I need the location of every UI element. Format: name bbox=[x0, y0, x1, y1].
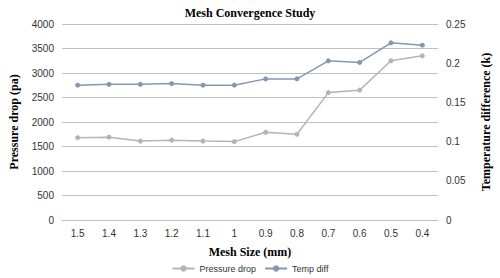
svg-text:1.4: 1.4 bbox=[102, 228, 116, 239]
svg-text:Mesh Size (mm): Mesh Size (mm) bbox=[209, 245, 292, 259]
svg-text:0.7: 0.7 bbox=[321, 228, 335, 239]
svg-text:0.4: 0.4 bbox=[415, 228, 429, 239]
svg-text:0.15: 0.15 bbox=[446, 97, 466, 108]
svg-text:4000: 4000 bbox=[32, 19, 55, 30]
svg-text:0.2: 0.2 bbox=[446, 58, 460, 69]
svg-text:0.5: 0.5 bbox=[384, 228, 398, 239]
svg-text:Temperature difference (k): Temperature difference (k) bbox=[479, 53, 493, 191]
svg-text:1.3: 1.3 bbox=[133, 228, 147, 239]
svg-text:2500: 2500 bbox=[32, 92, 55, 103]
svg-text:0.05: 0.05 bbox=[446, 175, 466, 186]
svg-text:0: 0 bbox=[48, 215, 54, 226]
svg-text:0.8: 0.8 bbox=[290, 228, 304, 239]
svg-text:1000: 1000 bbox=[32, 166, 55, 177]
svg-text:1500: 1500 bbox=[32, 141, 55, 152]
svg-text:Pressure drop (pa): Pressure drop (pa) bbox=[7, 74, 21, 169]
svg-text:1: 1 bbox=[232, 228, 238, 239]
svg-text:2000: 2000 bbox=[32, 117, 55, 128]
svg-text:1.2: 1.2 bbox=[165, 228, 179, 239]
svg-text:500: 500 bbox=[37, 190, 54, 201]
svg-text:1.1: 1.1 bbox=[196, 228, 210, 239]
svg-text:0.25: 0.25 bbox=[446, 19, 466, 30]
svg-text:0.9: 0.9 bbox=[259, 228, 273, 239]
svg-text:0.1: 0.1 bbox=[446, 136, 460, 147]
svg-text:0.6: 0.6 bbox=[353, 228, 367, 239]
svg-text:1.5: 1.5 bbox=[71, 228, 85, 239]
svg-text:Mesh Convergence Study: Mesh Convergence Study bbox=[185, 6, 316, 20]
svg-text:0: 0 bbox=[446, 215, 452, 226]
svg-text:3000: 3000 bbox=[32, 68, 55, 79]
svg-text:Pressure drop: Pressure drop bbox=[200, 264, 257, 274]
svg-text:3500: 3500 bbox=[32, 43, 55, 54]
svg-text:Temp diff: Temp diff bbox=[292, 264, 329, 274]
